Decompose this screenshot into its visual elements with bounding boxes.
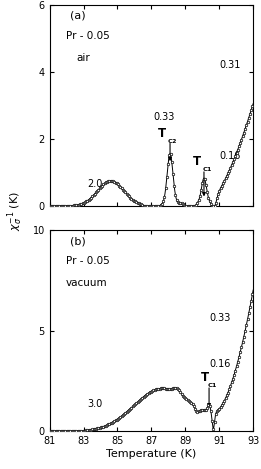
Text: $\chi_{\sigma}^{-1}$ (K): $\chi_{\sigma}^{-1}$ (K) (5, 191, 25, 231)
Text: $\mathbf{_{C2}}$: $\mathbf{_{C2}}$ (167, 137, 178, 146)
Text: $\mathbf{_{C1}}$: $\mathbf{_{C1}}$ (207, 381, 218, 390)
Text: 0.16: 0.16 (209, 359, 230, 369)
X-axis label: Temperature (K): Temperature (K) (106, 449, 197, 459)
Text: vacuum: vacuum (66, 279, 108, 288)
Text: (a): (a) (70, 11, 86, 21)
Text: Pr - 0.05: Pr - 0.05 (66, 257, 110, 266)
Text: 0.16: 0.16 (219, 151, 241, 161)
Text: $\mathbf{T}$: $\mathbf{T}$ (157, 127, 167, 140)
Text: 0.31: 0.31 (219, 61, 241, 70)
Text: Pr - 0.05: Pr - 0.05 (66, 31, 110, 41)
Text: 0.33: 0.33 (209, 313, 230, 323)
Text: (b): (b) (70, 236, 86, 246)
Text: 2.0: 2.0 (87, 179, 102, 189)
Text: 3.0: 3.0 (87, 399, 102, 409)
Text: $\mathbf{T}$: $\mathbf{T}$ (200, 371, 210, 384)
Text: 0.33: 0.33 (153, 113, 174, 122)
Text: air: air (76, 53, 90, 63)
Text: $\mathbf{_{C1}}$: $\mathbf{_{C1}}$ (202, 165, 213, 174)
Text: $\mathbf{T}$: $\mathbf{T}$ (192, 155, 202, 168)
